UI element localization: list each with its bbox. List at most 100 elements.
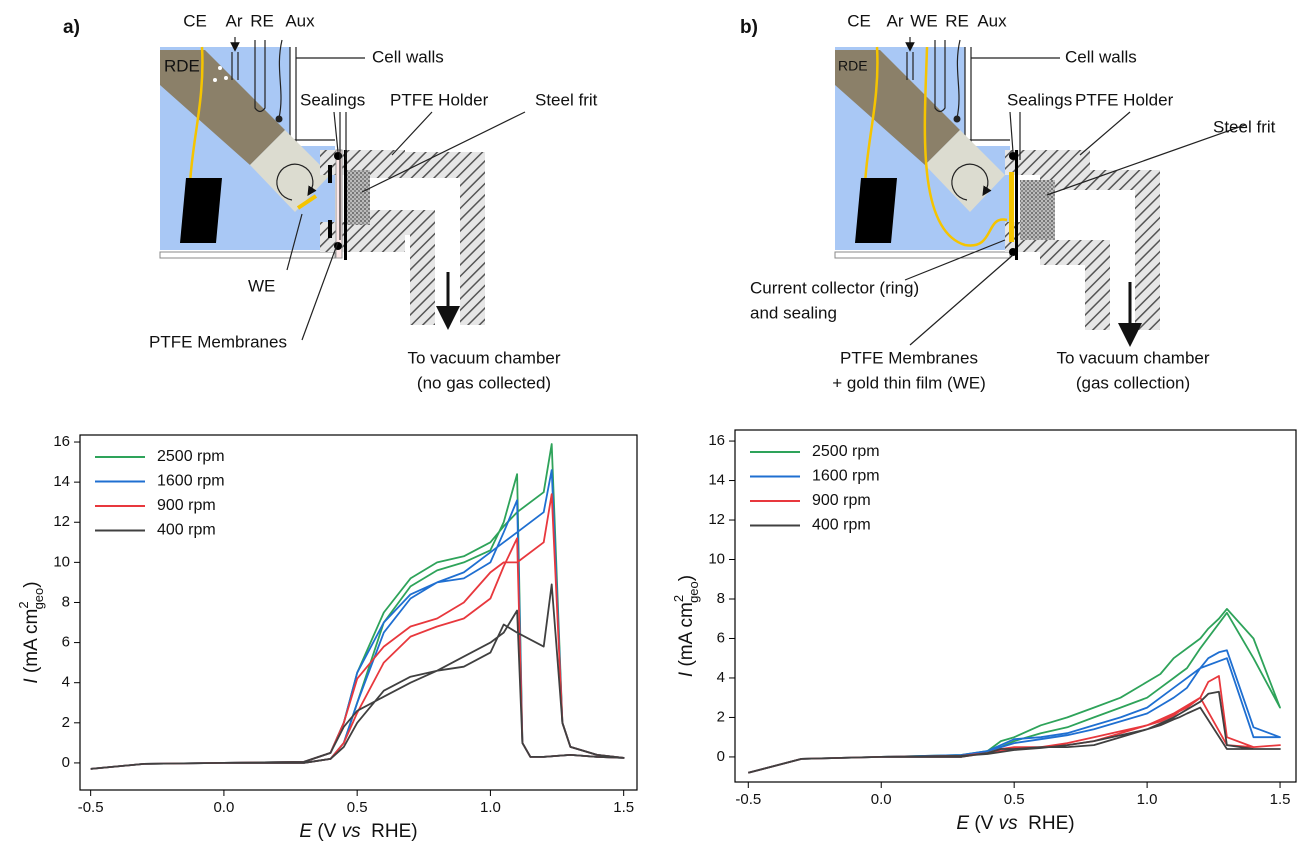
x-tick-label: -0.5 bbox=[78, 799, 104, 816]
label: CE bbox=[847, 11, 871, 30]
diagram-a: a) CE Ar RE Aux RDE Cell walls Sealings … bbox=[63, 11, 598, 392]
line-series bbox=[90, 583, 625, 770]
y-axis-label-part: ) bbox=[676, 575, 697, 581]
plot-frame bbox=[734, 429, 1297, 783]
plot-frame bbox=[79, 434, 638, 791]
x-tick-label: 0.5 bbox=[1004, 791, 1025, 808]
label: Aux bbox=[285, 11, 315, 30]
x-tick-label: -0.5 bbox=[735, 791, 761, 808]
x-tick-label: 0.5 bbox=[347, 799, 368, 816]
y-tick-label: 14 bbox=[53, 473, 70, 490]
y-axis-label-part: geo bbox=[31, 588, 46, 610]
label: Ar bbox=[226, 11, 243, 30]
label: PTFE Holder bbox=[1075, 90, 1174, 109]
rde bbox=[160, 50, 285, 165]
ar-tube bbox=[231, 52, 239, 80]
y-tick-label: 4 bbox=[717, 669, 725, 686]
x-axis-label-part: vs bbox=[999, 813, 1019, 834]
line-series bbox=[748, 649, 1281, 774]
x-axis-label-part: RHE) bbox=[361, 821, 418, 841]
diagram-b: b) CE Ar WE RE Aux RDE Cell walls Sealin… bbox=[740, 11, 1276, 392]
x-axis-label-part: E bbox=[299, 821, 312, 841]
y-tick-label: 0 bbox=[717, 748, 725, 765]
line-series bbox=[748, 690, 1281, 774]
legend-label: 900 rpm bbox=[157, 497, 216, 514]
y-tick-label: 8 bbox=[717, 590, 725, 607]
re bbox=[254, 40, 266, 113]
label: RE bbox=[250, 11, 274, 30]
y-axis-label-part: 2 bbox=[671, 595, 686, 602]
y-tick-label: 6 bbox=[62, 634, 70, 651]
line-series bbox=[90, 443, 625, 770]
x-tick-label: 0.0 bbox=[871, 791, 892, 808]
frit bbox=[345, 170, 370, 225]
y-tick-label: 10 bbox=[53, 553, 70, 570]
label: Steel frit bbox=[535, 90, 598, 109]
y-axis-label-part: (mA cm bbox=[676, 602, 697, 672]
label: Cell walls bbox=[1065, 47, 1137, 66]
y-axis-label: I (mA cm2geo) bbox=[16, 581, 46, 683]
x-axis-label-part: RHE) bbox=[1018, 813, 1075, 834]
y-tick-label: 8 bbox=[62, 593, 70, 610]
x-axis-label: E (V vs RHE) bbox=[299, 821, 417, 841]
x-axis-label: E (V vs RHE) bbox=[956, 813, 1074, 834]
y-axis-label-part: ) bbox=[21, 581, 42, 587]
label: CE bbox=[183, 11, 207, 30]
legend-label: 2500 rpm bbox=[812, 443, 880, 460]
label: Sealings bbox=[1007, 90, 1072, 109]
label: Aux bbox=[977, 11, 1007, 30]
label: PTFE Membranes bbox=[840, 348, 978, 367]
label: PTFE Membranes bbox=[149, 332, 287, 351]
label: + gold thin film (WE) bbox=[832, 373, 986, 392]
wire bbox=[923, 46, 1008, 247]
x-tick-label: 0.0 bbox=[213, 799, 234, 816]
x-tick-label: 1.0 bbox=[480, 799, 501, 816]
panel-label: a) bbox=[63, 17, 80, 38]
y-tick-label: 16 bbox=[53, 433, 70, 450]
label: To vacuum chamber bbox=[1056, 348, 1209, 367]
ce-plate bbox=[180, 178, 222, 243]
wire bbox=[188, 46, 204, 186]
label: Steel frit bbox=[1213, 117, 1276, 136]
label: RE bbox=[945, 11, 969, 30]
y-axis-label-part: geo bbox=[686, 581, 701, 603]
y-axis-label-part: I bbox=[676, 671, 697, 677]
panel-label: b) bbox=[740, 17, 758, 38]
y-axis-label-part: (mA cm bbox=[21, 609, 42, 679]
y-tick-label: 6 bbox=[717, 629, 725, 646]
x-axis-label-part: (V bbox=[969, 813, 999, 834]
legend-label: 900 rpm bbox=[812, 492, 871, 509]
rotation bbox=[276, 163, 317, 201]
charts: -0.5 0.0 0.5 1.0 1.5 0 2 4 6 8 10 12 14 16 E (V vs RHE… bbox=[16, 429, 1297, 841]
x-tick-label: 1.5 bbox=[613, 799, 634, 816]
y-tick-label: 10 bbox=[708, 550, 725, 567]
y-axis-label-part: 2 bbox=[16, 601, 31, 608]
y-tick-label: 12 bbox=[53, 513, 70, 530]
y-tick-label: 12 bbox=[708, 511, 725, 528]
y-tick-label: 2 bbox=[62, 714, 70, 731]
y-axis-label-part: I bbox=[21, 678, 42, 684]
aux bbox=[278, 39, 283, 119]
x-tick-label: 1.5 bbox=[1270, 791, 1291, 808]
legend-label: 1600 rpm bbox=[157, 473, 225, 490]
label: Sealings bbox=[300, 90, 365, 109]
legend-label: 400 rpm bbox=[157, 522, 216, 539]
label: RDE bbox=[164, 56, 200, 75]
label: Cell walls bbox=[372, 47, 444, 66]
label: To vacuum chamber bbox=[407, 348, 560, 367]
y-axis-label: I (mA cm2geo) bbox=[671, 575, 701, 677]
label: WE bbox=[248, 276, 275, 295]
x-axis-label-part: E bbox=[956, 813, 969, 834]
label: (gas collection) bbox=[1076, 373, 1190, 392]
wall bbox=[159, 251, 336, 259]
membrane bbox=[335, 149, 343, 259]
y-tick-label: 0 bbox=[62, 754, 70, 771]
legend-label: 1600 rpm bbox=[812, 468, 880, 485]
label: PTFE Holder bbox=[390, 90, 489, 109]
label: WE bbox=[910, 11, 937, 30]
legend-label: 400 rpm bbox=[812, 517, 871, 534]
y-tick-label: 16 bbox=[708, 432, 725, 449]
x-axis-label-part: (V bbox=[312, 821, 342, 841]
label: (no gas collected) bbox=[417, 373, 551, 392]
